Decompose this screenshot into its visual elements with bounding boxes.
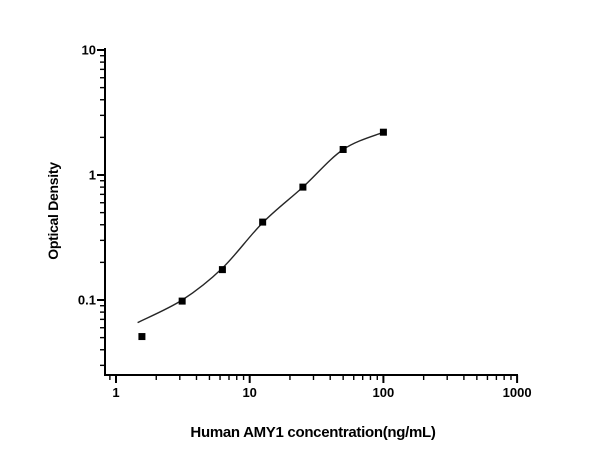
data-point-marker [299, 183, 307, 191]
data-point-marker [259, 218, 267, 226]
data-points-layer [138, 128, 387, 341]
x-tick-label: 10 [242, 385, 256, 400]
x-tick-label: 100 [373, 385, 395, 400]
data-point-marker [339, 145, 347, 153]
tick-labels: 1 10 100 1000 0.1 1 10 [78, 43, 532, 400]
data-point-marker [138, 333, 146, 341]
y-axis-title: Optical Density [45, 162, 61, 260]
data-point-marker [178, 297, 186, 305]
axes [104, 48, 518, 376]
data-point-marker [379, 128, 387, 136]
axis-ticks [97, 49, 519, 383]
data-point-marker [218, 266, 226, 274]
y-tick-label: 0.1 [78, 293, 96, 308]
y-tick-label: 1 [89, 168, 96, 183]
x-tick-label: 1 [112, 385, 119, 400]
x-axis-title: Human AMY1 concentration(ng/mL) [190, 424, 435, 441]
y-tick-label: 10 [82, 43, 96, 58]
axis-spines [104, 48, 518, 376]
x-tick-label: 1000 [503, 385, 532, 400]
